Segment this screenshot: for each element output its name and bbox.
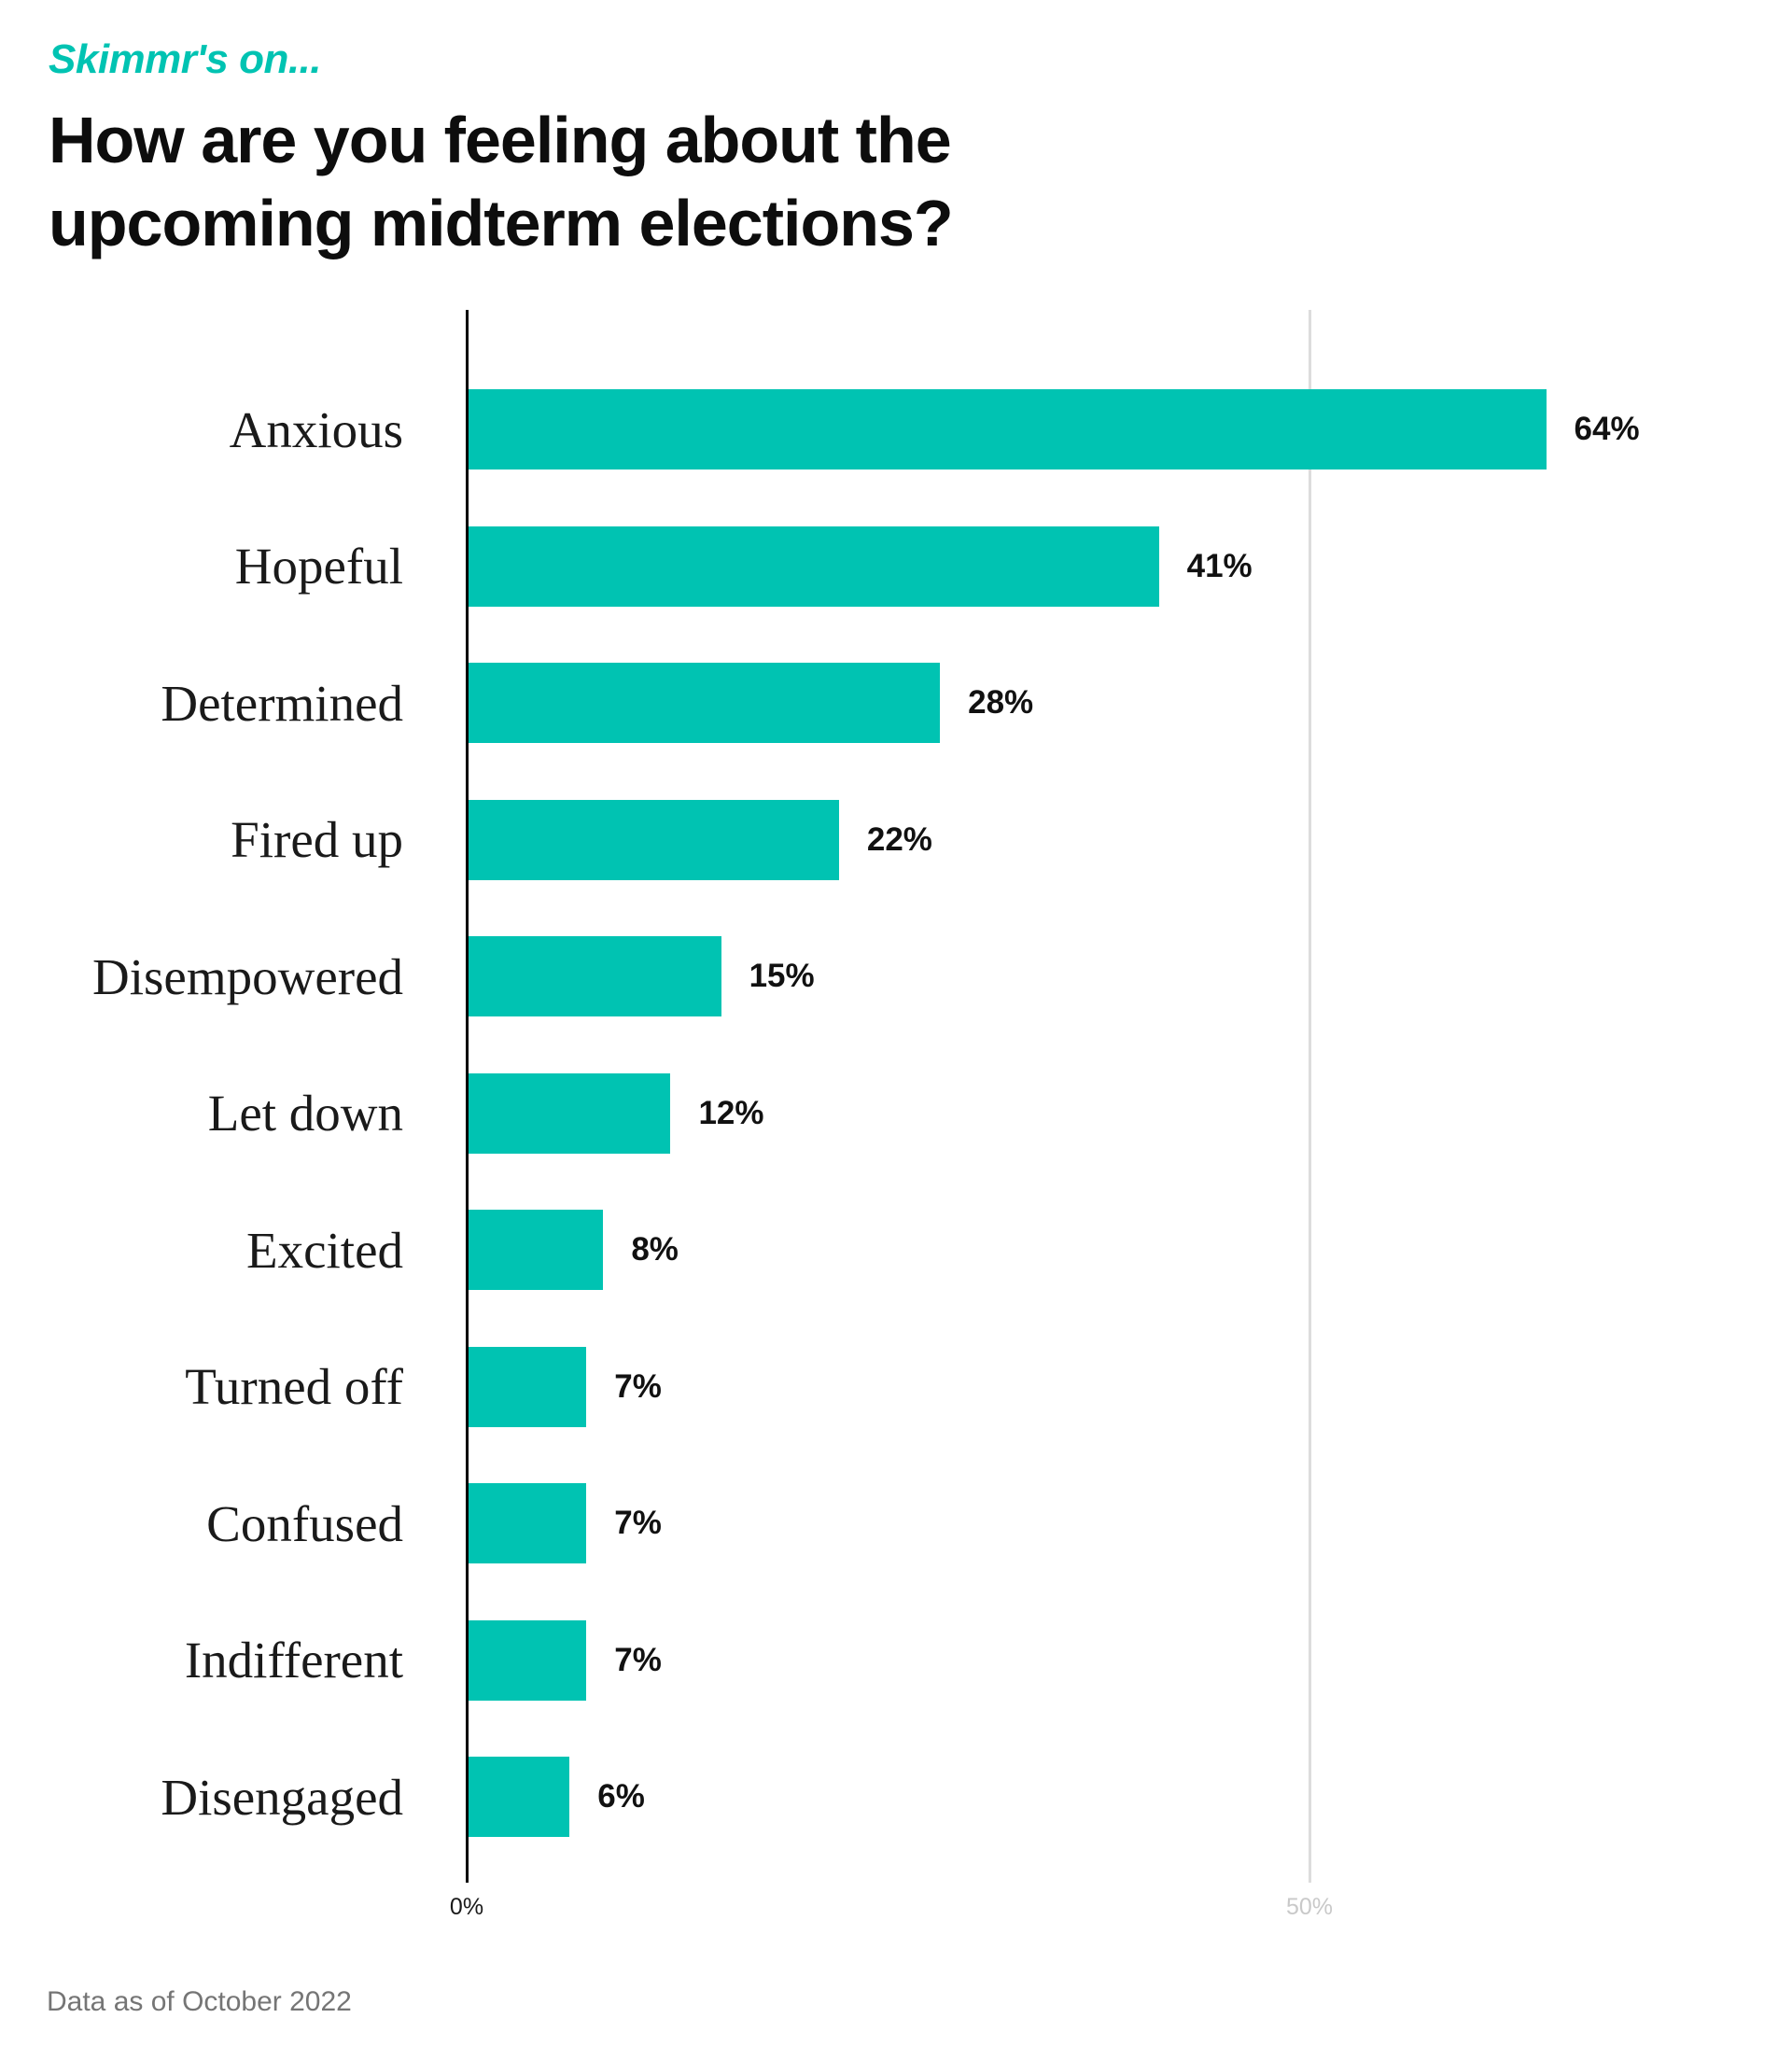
bar-track: 7% [469,1318,1792,1455]
bar [469,1757,570,1838]
bar [469,526,1159,607]
category-label: Indifferent [184,1632,403,1689]
category-label: Hopeful [234,538,403,596]
value-label: 12% [698,1094,764,1131]
bar [469,1210,604,1291]
category-label: Disempowered [92,947,403,1005]
bar-track: 41% [469,497,1792,635]
category-label: Excited [246,1221,403,1279]
value-label: 6% [597,1778,645,1815]
footer-note: Data as of October 2022 [47,1985,352,2017]
value-label: 22% [866,820,932,858]
bar-chart: Anxious 64% Hopeful 41% Determined 28% F… [0,309,1792,1953]
bar [469,1346,587,1427]
chart-row: Disempowered 15% [0,908,1792,1045]
chart-row: Confused 7% [0,1455,1792,1592]
chart-row: Disengaged 6% [0,1729,1792,1866]
value-label: 64% [1574,411,1640,448]
bar [469,1483,587,1564]
chart-row: Indifferent 7% [0,1591,1792,1729]
bar-track: 7% [469,1455,1792,1592]
category-label: Confused [206,1494,403,1552]
bar [469,389,1547,470]
bar-track: 28% [469,635,1792,772]
x-axis-tick-labels: 0% 50% [0,1894,1792,1931]
value-label: 7% [614,1641,662,1678]
category-label: Determined [161,674,403,732]
chart-row: Turned off 7% [0,1318,1792,1455]
category-label: Let down [207,1085,403,1142]
x-tick-0-percent: 0% [449,1893,484,1920]
value-label: 41% [1186,547,1253,584]
bar-track: 15% [469,908,1792,1045]
bar [469,663,941,744]
chart-row: Let down 12% [0,1044,1792,1182]
bar [469,1072,671,1154]
chart-row: Excited 8% [0,1182,1792,1319]
bar-track: 6% [469,1729,1792,1866]
bar-track: 22% [469,771,1792,908]
chart-row: Anxious 64% [0,361,1792,498]
eyebrow-label: Skimmr's on... [49,36,322,82]
chart-row: Hopeful 41% [0,497,1792,635]
category-label: Turned off [185,1358,403,1416]
category-label: Anxious [229,400,403,458]
gridline-50-percent [1309,309,1311,1883]
bar [469,1619,587,1701]
chart-rows: Anxious 64% Hopeful 41% Determined 28% F… [0,310,1792,1866]
x-tick-50-percent: 50% [1285,1893,1334,1920]
value-label: 28% [968,684,1034,722]
bar-track: 64% [469,361,1792,498]
y-axis-line [466,309,469,1883]
bar-track: 8% [469,1182,1792,1319]
value-label: 7% [614,1367,662,1405]
bar-track: 7% [469,1591,1792,1729]
page-title: How are you feeling about the upcoming m… [49,99,1792,265]
chart-row: Determined 28% [0,635,1792,772]
category-label: Fired up [231,811,403,869]
value-label: 15% [749,958,815,995]
chart-row: Fired up 22% [0,771,1792,908]
value-label: 7% [614,1505,662,1542]
bar [469,799,839,880]
page-title-line-1: How are you feeling about the [49,104,952,176]
category-label: Disengaged [161,1768,403,1826]
bar-track: 12% [469,1044,1792,1182]
page-title-line-2: upcoming midterm elections? [49,186,954,259]
bar [469,936,721,1017]
value-label: 8% [631,1231,679,1268]
